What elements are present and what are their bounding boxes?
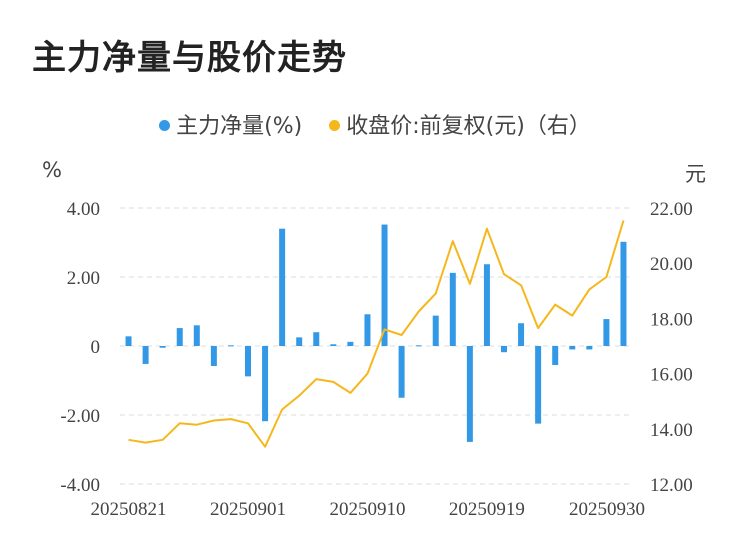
right-axis-unit: 元 xyxy=(685,162,706,186)
left-tick-label: 2.00 xyxy=(67,268,100,289)
bar xyxy=(210,346,217,367)
bar xyxy=(279,228,286,346)
bar xyxy=(586,346,593,350)
bar xyxy=(262,346,269,422)
legend-dot-icon xyxy=(329,119,341,131)
bar xyxy=(245,346,251,377)
bar xyxy=(193,325,200,346)
x-tick-label: 20250821 xyxy=(91,499,167,520)
legend-label: 主力净量(%) xyxy=(176,114,303,139)
x-tick-label: 20250930 xyxy=(569,499,645,520)
bar xyxy=(449,272,456,346)
right-tick-label: 22.00 xyxy=(650,199,693,220)
chart-title: 主力净量与股价走势 xyxy=(32,38,347,78)
bar xyxy=(603,319,610,346)
bar xyxy=(296,337,303,346)
legend-label: 收盘价:前复权(元)（右） xyxy=(346,114,591,139)
bar xyxy=(330,344,337,346)
right-tick-label: 20.00 xyxy=(650,254,693,275)
bar xyxy=(347,341,354,346)
left-tick-label: 0 xyxy=(91,337,101,358)
bar xyxy=(432,315,439,346)
x-tick-label: 20250901 xyxy=(210,499,286,520)
right-tick-label: 12.00 xyxy=(650,475,693,496)
bar xyxy=(518,323,525,346)
bar xyxy=(313,332,320,346)
left-tick-label: -2.00 xyxy=(60,406,100,427)
legend: 主力净量(%) 收盘价:前复权(元)（右） xyxy=(0,108,750,140)
left-tick-label: -4.00 xyxy=(60,475,100,496)
price-line xyxy=(128,220,625,448)
bar xyxy=(381,224,388,346)
left-axis-unit: % xyxy=(42,158,62,182)
bar xyxy=(398,346,405,398)
left-tick-label: 4.00 xyxy=(67,199,100,220)
legend-item-close-price[interactable]: 收盘价:前复权(元)（右） xyxy=(329,108,591,140)
bar xyxy=(620,241,627,346)
bar xyxy=(364,314,371,346)
bar xyxy=(569,346,576,350)
bar xyxy=(176,328,183,346)
legend-dot-icon xyxy=(159,119,171,131)
bar xyxy=(501,346,507,353)
bar xyxy=(466,346,473,442)
bar xyxy=(125,336,132,346)
legend-item-net-volume[interactable]: 主力净量(%) xyxy=(159,108,302,140)
right-tick-label: 18.00 xyxy=(650,309,693,330)
right-tick-label: 16.00 xyxy=(650,365,693,386)
x-tick-label: 20250910 xyxy=(329,499,405,520)
bar xyxy=(483,264,490,346)
bar xyxy=(159,346,166,348)
bar xyxy=(142,346,149,364)
bar xyxy=(535,346,542,424)
x-tick-label: 20250919 xyxy=(449,499,525,520)
bar xyxy=(227,345,234,347)
right-tick-label: 14.00 xyxy=(650,420,693,441)
bar xyxy=(552,346,559,365)
bar xyxy=(415,345,422,347)
